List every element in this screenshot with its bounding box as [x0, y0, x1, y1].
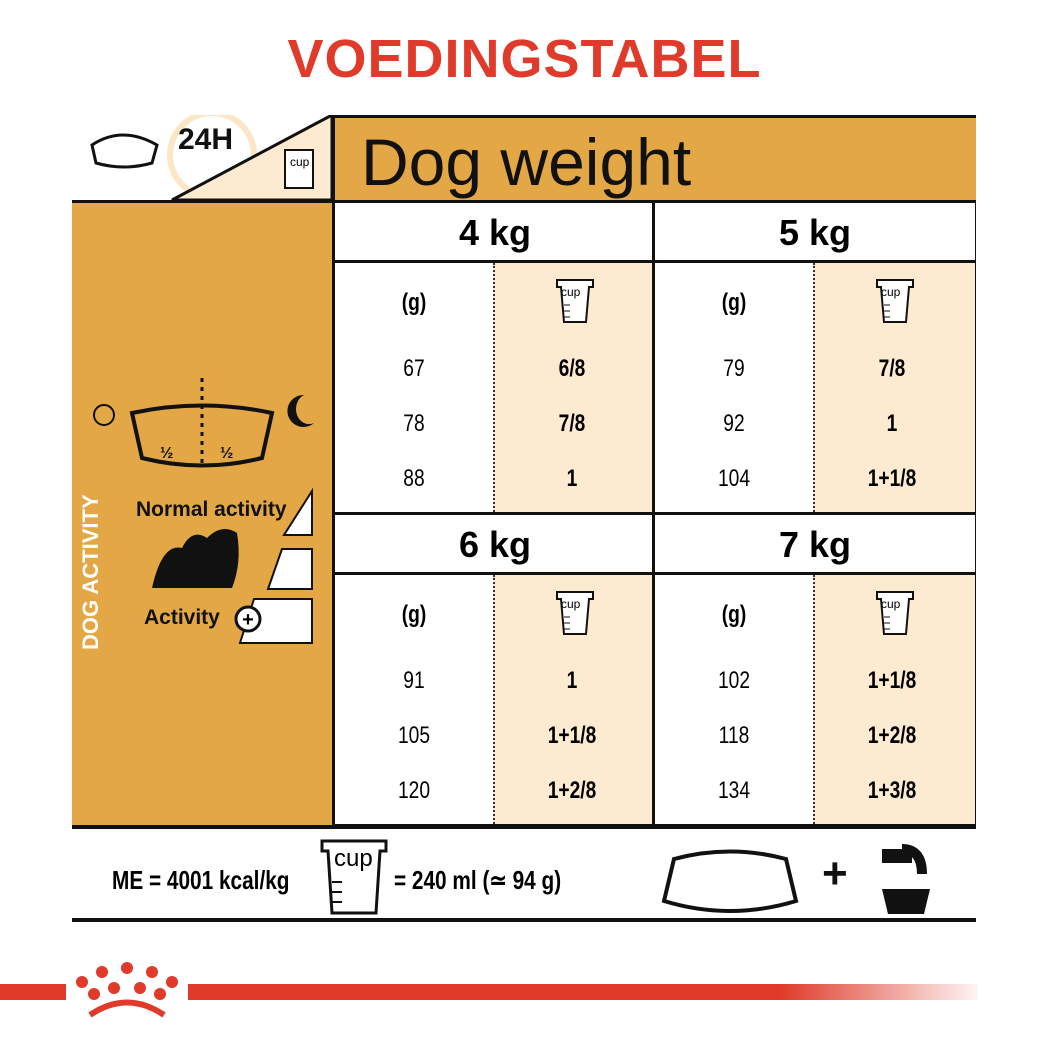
food-bowl-icon — [661, 849, 799, 913]
grams-value: 79 — [723, 355, 745, 382]
cup-value: 1+2/8 — [867, 722, 917, 749]
energy-text: ME = 4001 kcal/kg — [112, 865, 290, 895]
cup-value: 1 — [566, 667, 578, 694]
cup-value: 1 — [566, 465, 578, 492]
grams-value: 102 — [717, 667, 751, 694]
dog-weight-header: Dog weight — [332, 115, 976, 200]
activity-panel: + ½ ½ Normal activity Activity — [72, 200, 332, 825]
svg-text:+: + — [242, 609, 254, 631]
cup-icon — [876, 279, 914, 323]
normal-activity-label: Normal activity — [136, 498, 287, 521]
cup-value: 1+1/8 — [867, 667, 917, 694]
cup-header: cup — [881, 285, 901, 299]
dog-silhouette-icon — [152, 529, 239, 588]
period-label: 24H — [178, 123, 234, 156]
cup-icon — [876, 591, 914, 635]
page-title: VOEDINGSTABEL — [287, 29, 762, 89]
grams-header: (g) — [401, 289, 427, 316]
plus-circle-icon — [234, 605, 262, 633]
feeding-grid: 4 kg (g) cup 67 6/8 78 7/8 88 1 5 kg (g) cup 79 7/8 92… — [332, 200, 976, 827]
weight-header: 7 kg — [655, 515, 975, 575]
cup-header: cup — [561, 597, 581, 611]
bowl-icon — [129, 403, 275, 468]
cup-value: 7/8 — [558, 410, 586, 437]
royal-canin-logo — [76, 962, 178, 1018]
cup-value: 6/8 — [558, 355, 586, 382]
cup-value: 1+1/8 — [867, 465, 917, 492]
cup-value: 1+1/8 — [547, 722, 597, 749]
grams-value: 67 — [403, 355, 425, 382]
cup-icon — [320, 839, 388, 915]
grams-value: 105 — [397, 722, 431, 749]
sun-icon — [93, 404, 115, 426]
weight-data-cell: (g) cup 102 1+1/8 118 1+2/8 134 1+3/8 — [655, 575, 975, 827]
cup-label: cup — [334, 845, 373, 872]
cup-icon-label: cup — [290, 155, 310, 169]
plus-sign: + — [822, 849, 848, 898]
grams-value: 120 — [397, 777, 431, 804]
dog-activity-label: DOG ACTIVITY — [78, 494, 103, 650]
footer-band: ME = 4001 kcal/kg cup = 240 ml (≃ 94 g) … — [72, 825, 976, 922]
moon-icon — [287, 394, 314, 427]
water-tap-icon — [882, 844, 930, 914]
grams-header: (g) — [721, 601, 747, 628]
cup-value: 1+2/8 — [547, 777, 597, 804]
weight-data-cell: (g) cup 67 6/8 78 7/8 88 1 — [335, 263, 655, 515]
weight-header: 5 kg — [655, 203, 975, 263]
cup-header: cup — [881, 597, 901, 611]
grams-header: (g) — [401, 601, 427, 628]
cup-value: 7/8 — [878, 355, 906, 382]
weight-data-cell: (g) cup 79 7/8 92 1 104 1+1/8 — [655, 263, 975, 515]
grams-value: 92 — [723, 410, 745, 437]
grams-header: (g) — [721, 289, 747, 316]
grams-value: 104 — [717, 465, 751, 492]
column-divider — [652, 203, 655, 825]
cup-icon — [556, 591, 594, 635]
header-left: 24H cup — [72, 110, 334, 202]
cup-header: cup — [561, 285, 581, 299]
weight-header: 4 kg — [335, 203, 655, 263]
grams-value: 118 — [718, 722, 750, 749]
grams-value: 78 — [403, 410, 425, 437]
activity-illustration: + — [93, 378, 314, 644]
brand-bar — [188, 984, 978, 1000]
weight-header: 6 kg — [335, 515, 655, 575]
grams-value: 91 — [403, 667, 425, 694]
cup-equivalent: = 240 ml (≃ 94 g) — [394, 865, 562, 895]
half-right: ½ — [220, 445, 234, 462]
cup-value: 1+3/8 — [867, 777, 917, 804]
grams-value: 134 — [717, 777, 751, 804]
cup-icon — [556, 279, 594, 323]
grams-value: 88 — [403, 465, 425, 492]
activity-label: Activity — [144, 606, 220, 629]
bowl-clock-icon — [90, 110, 334, 202]
half-left: ½ — [160, 445, 174, 462]
brand-bar-left — [0, 984, 66, 1000]
dog-weight-title: Dog weight — [361, 125, 692, 199]
cup-value: 1 — [886, 410, 898, 437]
weight-data-cell: (g) cup 91 1 105 1+1/8 120 1+2/8 — [335, 575, 655, 827]
